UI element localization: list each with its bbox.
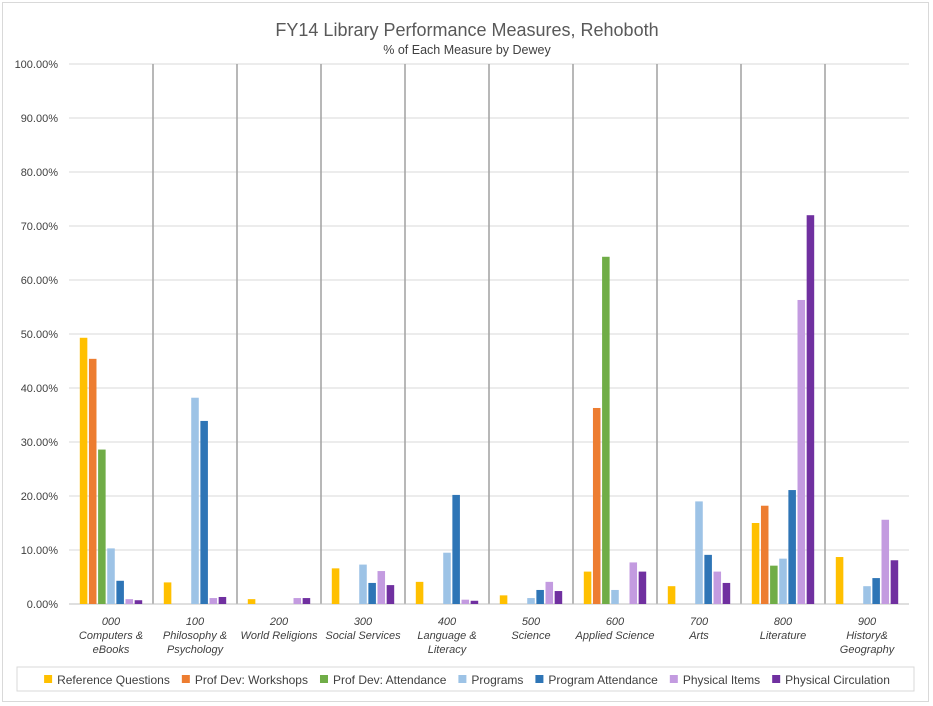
y-tick-label: 30.00%	[21, 437, 59, 449]
legend-swatch	[44, 675, 53, 683]
bar	[583, 571, 592, 604]
bar	[890, 560, 899, 604]
y-tick-label: 70.00%	[21, 221, 59, 233]
bar	[116, 580, 124, 604]
bar	[667, 586, 676, 604]
bar	[863, 586, 871, 604]
bar	[191, 397, 199, 604]
bar	[881, 519, 890, 604]
x-tick-label: 100 Philosophy & Psychology	[163, 616, 227, 656]
legend-label: Physical Items	[683, 673, 760, 687]
bar	[592, 407, 601, 604]
bar	[638, 571, 647, 604]
bar	[788, 490, 796, 604]
bar	[536, 589, 544, 604]
legend-label: Physical Circulation	[785, 673, 890, 687]
bar	[722, 582, 731, 604]
bar	[872, 578, 880, 604]
bar	[751, 523, 760, 604]
chart-subtitle: % of Each Measure by Dewey	[383, 43, 551, 57]
bar	[470, 600, 479, 604]
bar	[377, 571, 386, 604]
legend-swatch	[458, 675, 467, 683]
bar	[770, 565, 778, 604]
bar	[386, 585, 395, 604]
bar	[98, 449, 106, 604]
bar	[368, 582, 376, 604]
bar	[125, 599, 134, 604]
legend-label: Prof Dev: Workshops	[195, 673, 308, 687]
y-tick-label: 20.00%	[21, 491, 59, 503]
bar	[806, 215, 815, 604]
bar	[695, 501, 703, 604]
x-tick-label: 500 Science	[511, 616, 550, 642]
bars	[79, 215, 899, 604]
y-tick-label: 10.00%	[21, 545, 59, 557]
bar	[629, 562, 638, 604]
x-axis-ticks: 000 Computers & eBooks 100 Philosophy & Psych…	[79, 616, 896, 656]
y-tick-label: 60.00%	[21, 275, 59, 287]
bar	[209, 598, 218, 604]
bar	[779, 558, 787, 604]
x-tick-label: 000 Computers & eBooks	[79, 616, 143, 656]
legend-label: Programs	[471, 673, 523, 687]
bar	[760, 505, 769, 604]
y-axis-ticks: 0.00% 10.00% 20.00% 30.00% 40.00% 50.00% 60.00…	[15, 59, 59, 611]
bar	[461, 599, 470, 604]
bar	[200, 420, 208, 604]
legend: Reference Questions Prof Dev: Workshops Pr…	[16, 666, 915, 692]
bar	[797, 299, 806, 604]
bar	[713, 571, 722, 604]
bar	[293, 598, 302, 604]
bar	[611, 589, 619, 604]
x-tick-label: 300 Social Services	[325, 616, 401, 642]
y-tick-label: 50.00%	[21, 329, 59, 341]
bar	[302, 598, 311, 604]
x-tick-label: 800 Literature	[760, 616, 806, 642]
y-tick-label: 100.00%	[15, 59, 59, 71]
bar	[415, 581, 424, 604]
legend-label: Prof Dev: Attendance	[333, 673, 447, 687]
bar	[79, 337, 88, 604]
bar	[704, 554, 712, 604]
category-separators	[69, 64, 909, 605]
chart-title: FY14 Library Performance Measures, Rehob…	[275, 20, 658, 40]
bar	[331, 568, 340, 604]
bar	[107, 548, 115, 604]
y-tick-label: 80.00%	[21, 167, 59, 179]
bar	[88, 358, 97, 604]
chart: FY14 Library Performance Measures, Rehob…	[15, 20, 915, 692]
bar	[443, 552, 451, 604]
bar	[218, 596, 227, 604]
y-tick-label: 40.00%	[21, 383, 59, 395]
x-tick-label: 700 Arts	[688, 616, 709, 642]
legend-label: Reference Questions	[57, 673, 170, 687]
bar	[527, 598, 535, 604]
bar	[359, 564, 367, 604]
x-tick-label: 900 History& Geography	[840, 616, 896, 656]
bar	[545, 581, 554, 604]
x-tick-label: 400 Language & Literacy	[417, 616, 476, 656]
bar	[554, 591, 563, 604]
legend-swatch	[772, 675, 781, 683]
legend-swatch	[181, 675, 190, 683]
bar	[163, 582, 172, 604]
bar	[247, 599, 256, 604]
bar	[602, 256, 610, 604]
x-tick-label: 200 World Religions	[240, 616, 318, 642]
x-tick-label: 600 Applied Science	[575, 616, 655, 642]
legend-swatch	[669, 675, 678, 683]
bar	[835, 557, 844, 604]
bar	[499, 595, 508, 604]
y-tick-label: 90.00%	[21, 113, 59, 125]
y-tick-label: 0.00%	[27, 599, 58, 611]
legend-swatch	[535, 675, 544, 683]
bar	[452, 494, 460, 604]
legend-swatch	[319, 675, 328, 683]
legend-label: Program Attendance	[548, 673, 658, 687]
bar	[134, 600, 143, 604]
